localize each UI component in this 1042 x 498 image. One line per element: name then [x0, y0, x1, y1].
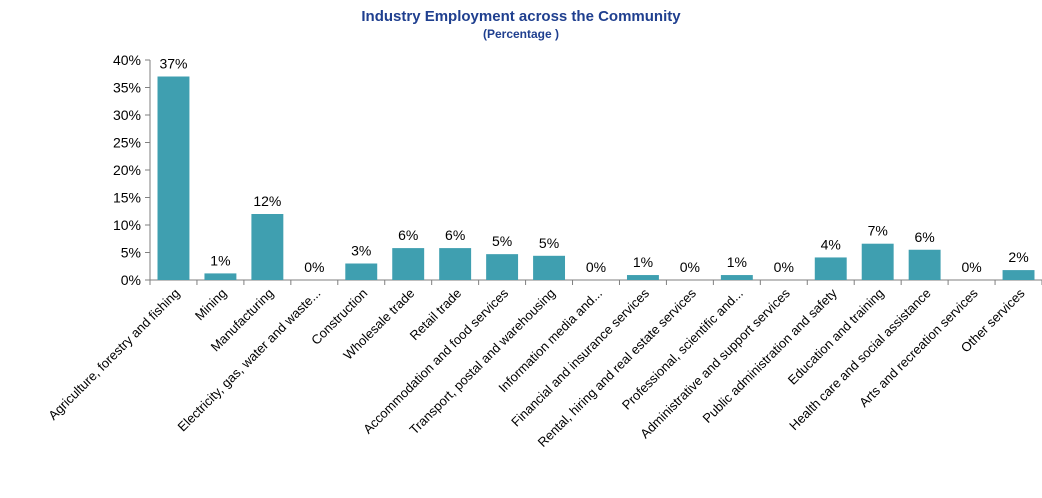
- data-label: 3%: [351, 243, 371, 259]
- data-label: 5%: [492, 233, 512, 249]
- data-label: 1%: [727, 254, 747, 270]
- data-label: 6%: [398, 227, 418, 243]
- category-label: Mining: [192, 286, 230, 324]
- bar: [392, 248, 425, 280]
- bar: [1002, 270, 1035, 280]
- data-label: 0%: [304, 259, 324, 275]
- bar: [908, 249, 941, 280]
- data-label: 37%: [159, 56, 187, 72]
- bar: [720, 275, 753, 280]
- y-tick-label: 0%: [121, 272, 141, 288]
- data-label: 0%: [961, 259, 981, 275]
- bar: [251, 214, 284, 280]
- y-tick-label: 5%: [121, 245, 141, 261]
- y-tick-label: 15%: [113, 190, 141, 206]
- chart-title: Industry Employment across the Community: [361, 8, 681, 25]
- data-label: 6%: [445, 227, 465, 243]
- chart-subtitle: (Percentage ): [482, 27, 560, 41]
- data-label: 12%: [253, 193, 281, 209]
- bar: [486, 254, 519, 280]
- data-label: 0%: [774, 259, 794, 275]
- y-tick-label: 25%: [113, 135, 141, 151]
- bar: [439, 248, 472, 280]
- bar: [345, 263, 378, 280]
- data-label: 2%: [1008, 249, 1028, 265]
- data-label: 0%: [680, 259, 700, 275]
- data-label: 4%: [821, 236, 841, 252]
- bar: [204, 273, 237, 280]
- bar: [157, 76, 190, 280]
- bar: [814, 257, 847, 280]
- bar: [861, 243, 894, 280]
- category-label: Agriculture, forestry and fishing: [45, 286, 182, 423]
- y-tick-label: 35%: [113, 80, 141, 96]
- bar: [533, 255, 566, 280]
- y-tick-label: 40%: [113, 52, 141, 68]
- data-label: 5%: [539, 235, 559, 251]
- data-label: 0%: [586, 259, 606, 275]
- data-label: 1%: [210, 252, 230, 268]
- data-label: 7%: [868, 223, 888, 239]
- y-tick-label: 20%: [113, 162, 141, 178]
- y-tick-label: 10%: [113, 217, 141, 233]
- bar: [626, 275, 659, 280]
- data-label: 1%: [633, 254, 653, 270]
- data-label: 6%: [915, 229, 935, 245]
- y-tick-label: 30%: [113, 107, 141, 123]
